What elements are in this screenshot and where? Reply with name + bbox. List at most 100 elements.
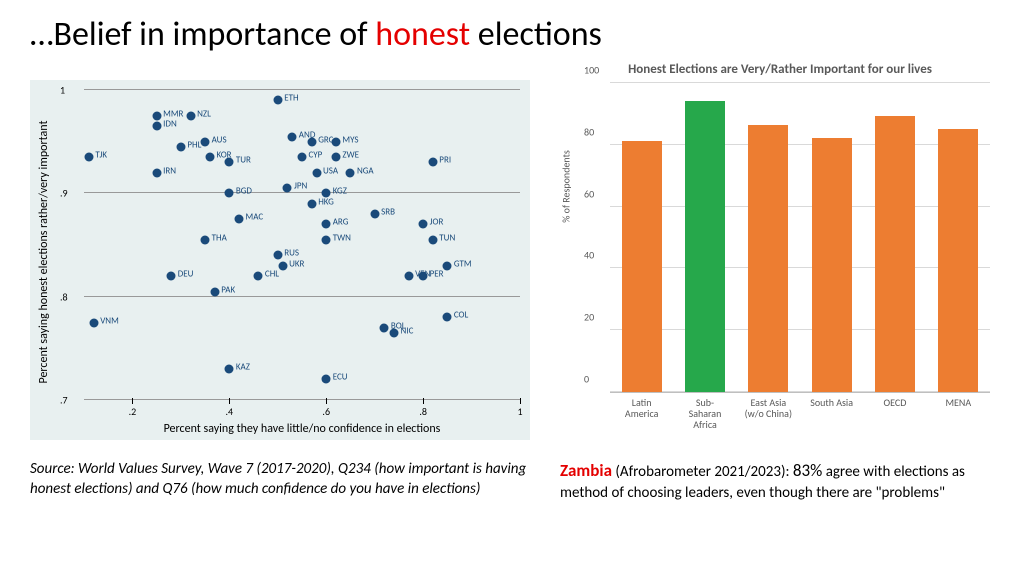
bar-chart: Honest Elections are Very/Rather Importa… [560, 62, 1000, 442]
scatter-ytick: .9 [60, 187, 68, 200]
scatter-point-per: PER [419, 272, 428, 281]
scatter-point-label: CHL [265, 269, 279, 280]
scatter-point-mys: MYS [331, 137, 340, 146]
scatter-point-chl: CHL [254, 272, 263, 281]
scatter-point-label: BGD [236, 186, 252, 197]
title-suffix: elections [470, 14, 602, 55]
scatter-point-label: COL [454, 310, 468, 321]
bar-column [808, 138, 856, 392]
bar-rect [748, 125, 788, 392]
bar-xlabel: MENA [934, 397, 982, 430]
scatter-point-label: USA [323, 165, 338, 176]
scatter-point-and: AND [288, 132, 297, 141]
source-note: Source: World Values Survey, Wave 7 (201… [30, 460, 530, 499]
scatter-point-label: NZL [197, 108, 211, 119]
scatter-gridline [84, 89, 520, 90]
title-prefix: …Belief in importance of [30, 14, 375, 55]
scatter-point-grc: GRC [307, 137, 316, 146]
scatter-point-kaz: KAZ [225, 365, 234, 374]
scatter-point-zwe: ZWE [331, 153, 340, 162]
scatter-point-label: PHL [187, 139, 201, 150]
scatter-point-deu: DEU [167, 272, 176, 281]
scatter-point-label: AUS [212, 134, 227, 145]
scatter-point-label: TWN [333, 232, 351, 243]
scatter-point-label: NGA [357, 165, 374, 176]
scatter-point-label: TUN [439, 232, 455, 243]
scatter-point-label: JOR [430, 217, 444, 228]
scatter-point-label: ARG [333, 217, 349, 228]
scatter-point-label: VNM [100, 315, 119, 326]
bar-ytick: 60 [584, 187, 594, 200]
zambia-note: Zambia (Afrobarometer 2021/2023): 83% ag… [560, 460, 1000, 503]
scatter-point-label: KAZ [236, 362, 250, 373]
scatter-xtick-mark [520, 398, 521, 404]
scatter-point-phl: PHL [176, 142, 185, 151]
scatter-point-eth: ETH [273, 96, 282, 105]
scatter-point-pak: PAK [210, 287, 219, 296]
scatter-point-mmr: MMR [152, 111, 161, 120]
scatter-xtick-mark [326, 398, 327, 404]
scatter-point-label: MYS [342, 134, 358, 145]
scatter-point-bgd: BGD [225, 189, 234, 198]
scatter-point-label: NIC [401, 325, 414, 336]
scatter-point-srb: SRB [370, 210, 379, 219]
bar-ytick: 40 [584, 249, 594, 262]
scatter-plot-area: .7.8.91.2.4.6.81ETHMMRNZLIDNANDAUSGRCMYS… [84, 90, 520, 400]
scatter-xtick: .2 [129, 405, 137, 418]
bar-rect [938, 129, 978, 393]
bar-column [871, 116, 919, 392]
scatter-point-arg: ARG [322, 220, 331, 229]
scatter-ytick: .8 [60, 290, 68, 303]
scatter-point-label: ECU [333, 372, 348, 383]
scatter-point-label: PAK [221, 284, 235, 295]
bar-ytick: 0 [584, 373, 589, 386]
scatter-ytick: .7 [60, 394, 68, 407]
bar-plot-area: % of Respondents 020406080100 [610, 83, 990, 393]
bar-column [681, 101, 729, 392]
scatter-point-nzl: NZL [186, 111, 195, 120]
scatter-point-idn: IDN [152, 122, 161, 131]
bars-row [610, 83, 990, 392]
bar-column [934, 129, 982, 393]
title-highlight: honest [375, 14, 470, 55]
scatter-point-label: THA [212, 232, 227, 243]
scatter-xtick: 1 [517, 405, 522, 418]
scatter-point-col: COL [443, 313, 452, 322]
scatter-point-label: SRB [381, 207, 395, 218]
bar-xlabel: South Asia [808, 397, 856, 430]
bar-xlabel: OECD [871, 397, 919, 430]
scatter-point-label: TUR [236, 155, 251, 166]
scatter-y-label: Percent saying honest elections rather/v… [37, 102, 51, 402]
scatter-gridline [84, 399, 520, 400]
bar-title: Honest Elections are Very/Rather Importa… [560, 62, 1000, 77]
scatter-y-axis: Percent saying honest elections rather/v… [34, 90, 48, 400]
bar-x-labels: Latin AmericaSub-Saharan AfricaEast Asia… [610, 397, 990, 430]
scatter-point-pri: PRI [428, 158, 437, 167]
scatter-point-label: IDN [163, 119, 177, 130]
scatter-point-tha: THA [201, 235, 210, 244]
scatter-point-label: IRN [163, 165, 176, 176]
scatter-point-jpn: JPN [283, 184, 292, 193]
scatter-x-label: Percent saying they have little/no confi… [84, 422, 520, 436]
bar-xlabel: East Asia (w/o China) [744, 397, 792, 430]
scatter-point-label: CYP [309, 150, 323, 161]
scatter-point-label: ZWE [342, 150, 359, 161]
scatter-point-tjk: TJK [84, 153, 93, 162]
scatter-chart: Percent saying honest elections rather/v… [30, 80, 530, 440]
scatter-point-twn: TWN [322, 235, 331, 244]
scatter-point-ecu: ECU [322, 375, 331, 384]
scatter-xtick-mark [423, 398, 424, 404]
bar-rect [685, 101, 725, 392]
scatter-gridline [84, 296, 520, 297]
scatter-point-mac: MAC [235, 215, 244, 224]
scatter-point-label: ETH [284, 93, 298, 104]
scatter-point-label: PRI [439, 155, 451, 166]
scatter-xtick-mark [132, 398, 133, 404]
scatter-xtick: .4 [226, 405, 234, 418]
zambia-lead: Zambia [560, 460, 612, 481]
scatter-point-irn: IRN [152, 168, 161, 177]
scatter-point-usa: USA [312, 168, 321, 177]
scatter-point-label: KGZ [333, 186, 347, 197]
scatter-ytick: 1 [60, 84, 65, 97]
scatter-point-vnm: VNM [89, 318, 98, 327]
